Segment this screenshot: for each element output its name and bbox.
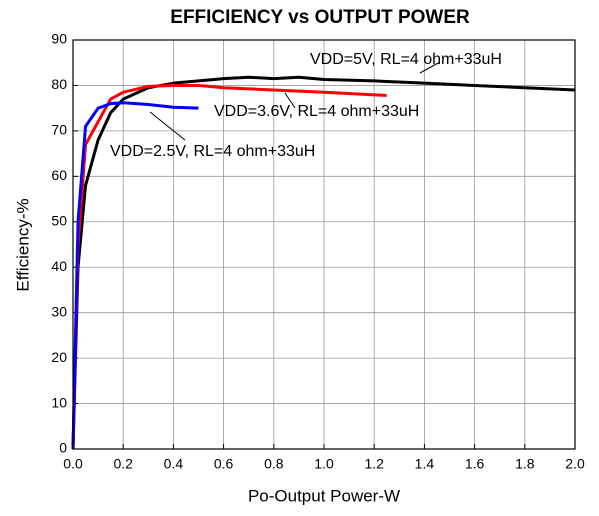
plot-frame [72,39,576,450]
y-tick-label: 70 [51,122,67,138]
y-tick-label: 0 [59,440,67,456]
x-tick-label: 0.0 [63,456,83,472]
y-tick-label: 50 [51,212,67,228]
x-axis-label: Po-Output Power-W [248,486,400,505]
x-tick-label: 0.6 [214,456,234,472]
x-tick-label: 1.4 [415,456,435,472]
y-tick-label: 30 [51,303,67,319]
x-tick-label: 1.2 [364,456,384,472]
x-tick-label: 0.2 [113,456,133,472]
y-tick-label: 60 [51,167,67,183]
y-tick-label: 40 [51,258,67,274]
annotation: VDD=2.5V, RL=4 ohm+33uH [110,143,315,160]
annotation-leader [284,92,296,109]
y-axis-label: Efficiency-% [13,198,32,291]
y-tick-label: 80 [51,76,67,92]
lines [71,75,576,450]
y-tick-label: 90 [51,31,67,47]
annotation-leader [149,111,186,141]
grid [72,39,576,450]
annotation: VDD=3.6V, RL=4 ohm+33uH [214,103,419,120]
x-tick-label: 1.8 [515,456,535,472]
x-tick-label: 2.0 [565,456,585,472]
y-tick-label: 10 [51,394,67,410]
x-tick-label: 1.6 [465,456,485,472]
y-tick-label: 20 [51,349,67,365]
annotation-leader [419,61,441,74]
chart-title: EFFICIENCY vs OUTPUT POWER [170,7,470,28]
x-tick-label: 0.4 [164,456,184,472]
x-tick-label: 0.8 [264,456,284,472]
x-tick-label: 1.0 [314,456,334,472]
series-line [71,101,199,450]
annotation: VDD=5V, RL=4 ohm+33uH [310,51,502,68]
series-line [71,75,576,450]
